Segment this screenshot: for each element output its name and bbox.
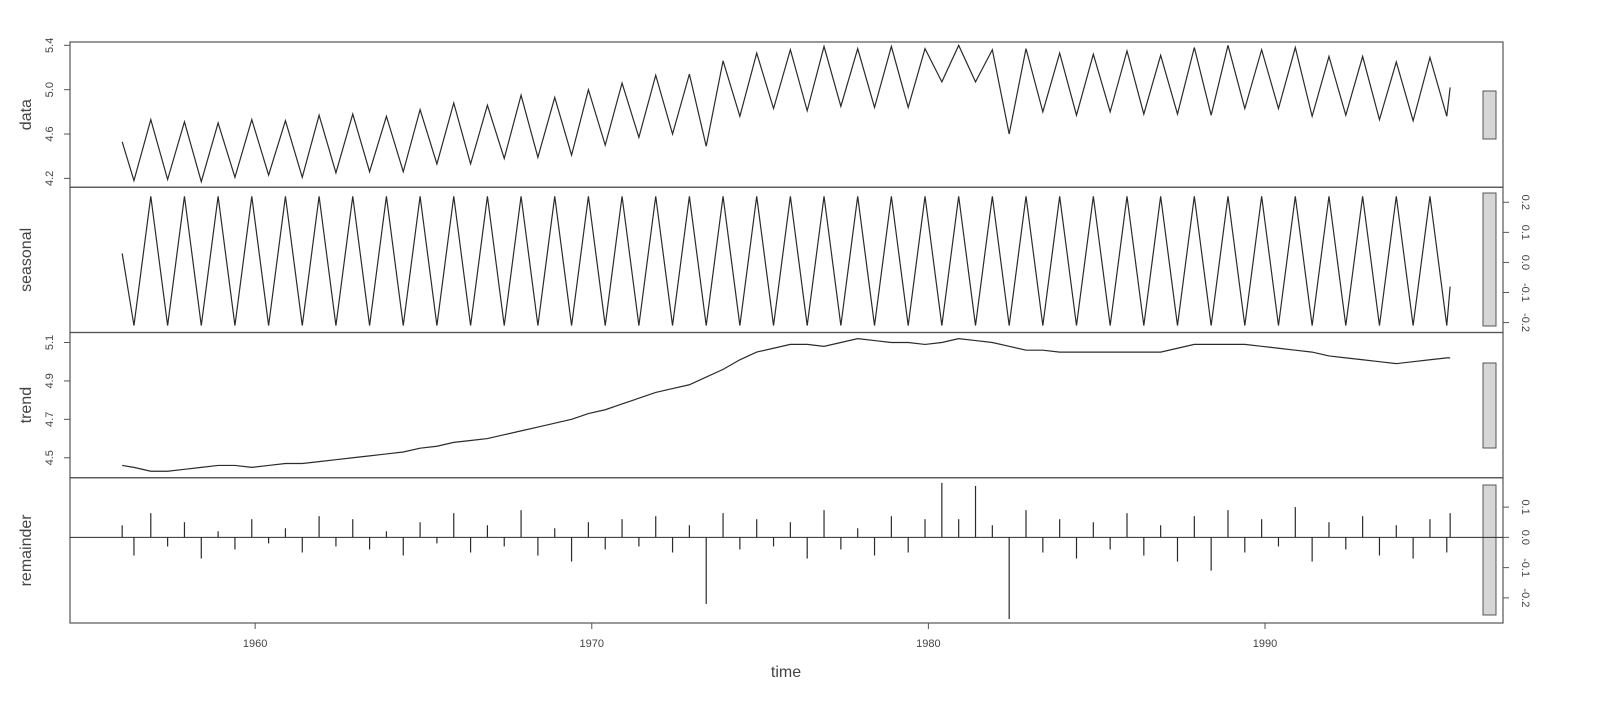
series-line: [121, 43, 1451, 184]
y-tick-label: 0.1: [1519, 225, 1531, 240]
y-tick-label: 0.0: [1519, 255, 1531, 270]
series-line: [122, 338, 1451, 472]
scale-bar: [1482, 90, 1497, 140]
scale-bar: [1482, 192, 1497, 327]
panel-label: seasonal: [18, 228, 35, 292]
x-tick-label: 1980: [916, 638, 940, 650]
y-tick-label: 0.2: [1519, 195, 1531, 210]
scale-bar: [1482, 484, 1497, 616]
panel-frame: [69, 477, 1504, 624]
y-tick-label: -0.1: [1519, 283, 1531, 302]
scale-bar: [1482, 362, 1497, 449]
y-tick-label: 4.5: [44, 450, 56, 465]
y-tick-label: 5.1: [44, 335, 56, 350]
y-tick-label: 5.0: [44, 82, 56, 97]
series-line: [121, 196, 1451, 326]
y-tick-label: -0.1: [1519, 558, 1531, 577]
x-tick-label: 1960: [243, 638, 267, 650]
x-tick-label: 1990: [1253, 638, 1277, 650]
y-tick-label: 4.9: [44, 373, 56, 388]
y-tick-label: 4.2: [44, 171, 56, 186]
panel-label: data: [18, 99, 35, 130]
y-tick-label: 4.7: [44, 412, 56, 427]
x-tick-label: 1970: [580, 638, 604, 650]
panel-label: trend: [18, 387, 35, 423]
y-tick-label: 5.4: [44, 38, 56, 53]
y-tick-label: 4.6: [44, 126, 56, 141]
y-tick-label: 0.1: [1519, 499, 1531, 514]
panel-label: remainder: [18, 514, 35, 587]
y-tick-label: -0.2: [1519, 313, 1531, 332]
y-tick-label: -0.2: [1519, 588, 1531, 607]
y-tick-label: 0.0: [1519, 530, 1531, 545]
x-axis-title: time: [771, 664, 801, 681]
